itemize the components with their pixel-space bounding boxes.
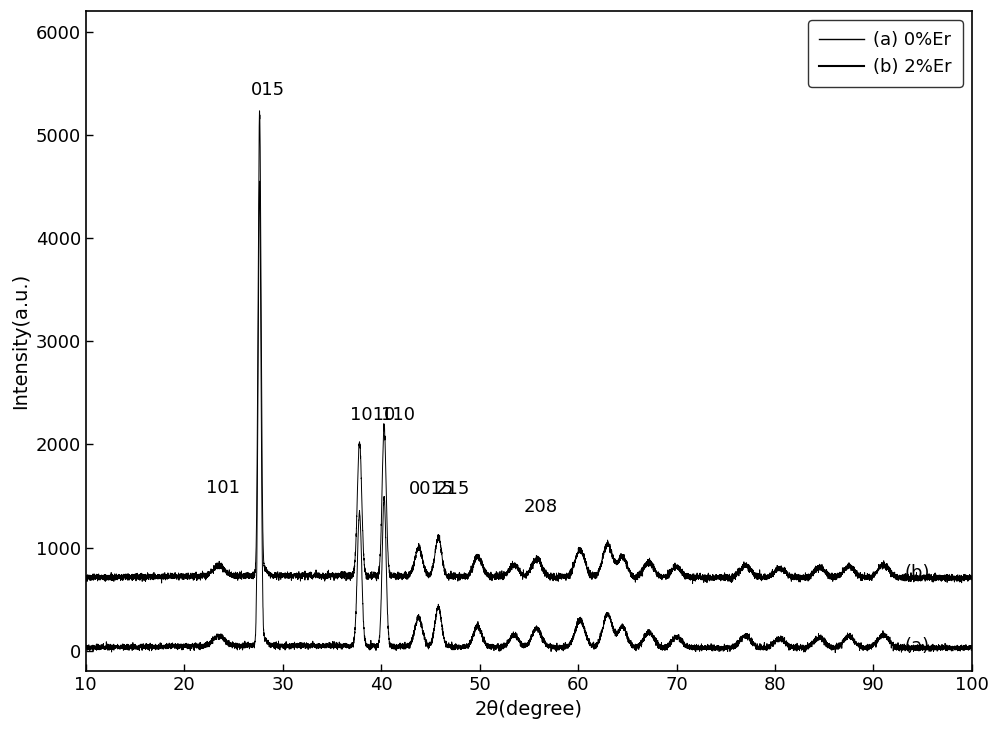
Text: 215: 215 [435,480,470,498]
Text: 110: 110 [381,406,415,424]
(b) 2%Er [253,107,265,115]
Text: 208: 208 [524,498,558,515]
(b) 2%Er [317,569,329,577]
(a) 0%Er [317,640,329,649]
(a) 0%Er [951,645,963,653]
(b) 2%Er [779,566,791,575]
Text: 101: 101 [206,479,240,497]
Line: (b) 2%Er: (b) 2%Er [86,111,972,583]
Text: 015: 015 [251,81,285,99]
(a) 0%Er [622,632,634,641]
(b) 2%Er [635,569,647,578]
(a) 0%Er [80,642,92,651]
Legend: (a) 0%Er, (b) 2%Er: (a) 0%Er, (b) 2%Er [808,20,963,87]
Text: (b): (b) [905,564,930,583]
Y-axis label: Intensity(a.u.): Intensity(a.u.) [11,273,30,410]
(a) 0%Er [966,642,978,651]
(b) 2%Er [687,579,699,588]
(a) 0%Er [779,638,791,647]
(a) 0%Er [254,177,266,185]
(b) 2%Er [966,572,978,580]
Text: (a): (a) [905,637,930,655]
(a) 0%Er [130,642,142,650]
(b) 2%Er [80,572,92,580]
Line: (a) 0%Er: (a) 0%Er [86,181,972,653]
(b) 2%Er [130,575,142,583]
(a) 0%Er [635,640,647,649]
Text: 1010: 1010 [350,406,395,424]
(b) 2%Er [951,575,963,583]
Text: 0015: 0015 [409,480,454,498]
X-axis label: 2θ(degree): 2θ(degree) [475,700,583,719]
(b) 2%Er [622,564,634,572]
(a) 0%Er [829,648,841,657]
